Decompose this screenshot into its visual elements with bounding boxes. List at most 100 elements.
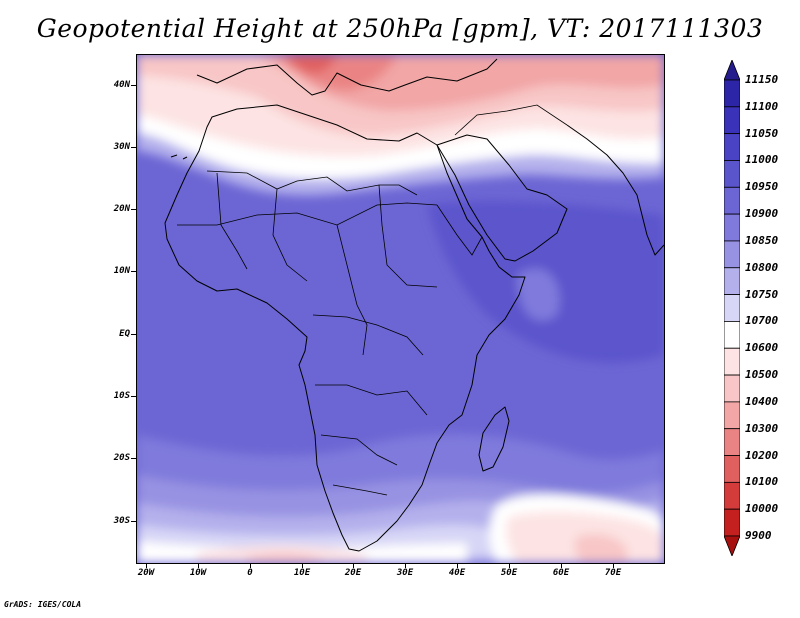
colorbar-label: 10850 — [745, 233, 779, 247]
band-10500-ridge — [574, 534, 627, 563]
colorbar-swatch — [724, 347, 740, 376]
colorbar-label: 10800 — [745, 260, 779, 274]
border-west-africa-1 — [216, 172, 248, 270]
colorbar-swatch — [724, 106, 740, 135]
colorbar-swatch — [724, 213, 740, 242]
colorbar-swatch — [724, 321, 740, 349]
lon-tick — [146, 564, 147, 568]
colorbar-label: 11150 — [745, 73, 779, 86]
lat-label-40n: 40N — [113, 80, 130, 90]
colorbar-swatch — [724, 60, 740, 81]
lon-tick — [405, 564, 406, 568]
colorbar-label: 10300 — [745, 421, 779, 435]
lat-tick — [131, 334, 136, 335]
colorbar-label: 10400 — [745, 394, 779, 408]
map-title: Geopotential Height at 250hPa [gpm], VT:… — [36, 14, 764, 43]
lon-tick — [613, 564, 614, 568]
colorbar-swatch — [724, 401, 740, 430]
colorbar — [724, 60, 740, 556]
lon-label-20e: 20E — [344, 568, 362, 578]
colorbar-swatch — [724, 294, 740, 322]
lat-label-eq: EQ — [119, 329, 130, 339]
country-borders — [177, 104, 568, 496]
band-10200-north — [287, 55, 337, 74]
lon-tick — [198, 564, 199, 568]
colorbar-label: 10600 — [745, 341, 779, 355]
lon-tick — [561, 564, 562, 568]
border-middle-east — [454, 104, 568, 136]
colorbar-swatch — [724, 240, 740, 269]
colorbar-label: 10750 — [745, 287, 779, 301]
band-10500-south — [247, 553, 327, 563]
lat-label-20s: 20S — [113, 453, 130, 463]
border-west-africa-2 — [272, 188, 308, 282]
colorbar-swatch — [724, 133, 740, 161]
coastline-canary — [170, 154, 188, 160]
lon-label-70e: 70E — [604, 568, 622, 578]
coastline-arabia — [436, 134, 568, 262]
colorbar-swatch — [724, 186, 740, 215]
lon-tick — [353, 564, 354, 568]
band-10900-somali — [517, 268, 560, 321]
lat-label-10n: 10N — [113, 266, 130, 276]
colorbar-swatch — [724, 428, 740, 456]
lon-label-40e: 40E — [448, 568, 466, 578]
lon-label-10e: 10E — [293, 568, 311, 578]
lat-tick — [131, 458, 136, 459]
colorbar-swatch — [724, 374, 740, 403]
border-southern-3 — [332, 484, 388, 496]
colorbar-label: 11100 — [745, 99, 779, 113]
coastline-europe — [196, 58, 498, 96]
border-sahel — [177, 202, 438, 226]
colorbar-swatch — [724, 481, 740, 510]
colorbar-label: 10000 — [745, 502, 779, 516]
lat-tick — [131, 396, 136, 397]
border-central — [336, 224, 368, 356]
lat-tick — [131, 147, 136, 148]
border-southern-2 — [320, 434, 398, 466]
colorbar-swatch — [724, 267, 740, 295]
colorbar-label: 10700 — [745, 314, 779, 328]
lon-label-0: 0 — [247, 568, 253, 578]
colorbar-swatch — [724, 508, 740, 537]
lon-label-20w: 20W — [137, 568, 155, 578]
lat-label-30n: 30N — [113, 142, 130, 152]
map-panel — [136, 54, 665, 564]
colorbar-swatch — [724, 455, 740, 483]
lat-tick — [131, 85, 136, 86]
lat-tick — [131, 271, 136, 272]
lon-tick — [302, 564, 303, 568]
colorbar-label: 9900 — [745, 529, 772, 542]
colorbar-swatch — [724, 535, 740, 556]
coastline-india — [566, 124, 664, 256]
border-southern-1 — [315, 384, 428, 416]
coastline-madagascar — [478, 406, 510, 472]
lat-label-20n: 20N — [113, 204, 130, 214]
lon-tick — [457, 564, 458, 568]
lat-tick — [131, 209, 136, 210]
colorbar-label: 10100 — [745, 475, 779, 489]
lon-label-30e: 30E — [396, 568, 414, 578]
lon-label-50e: 50E — [500, 568, 518, 578]
colorbar-label: 10500 — [745, 368, 779, 382]
colorbar-label: 10950 — [745, 180, 779, 194]
lat-label-30s: 30S — [113, 516, 130, 526]
colorbar-label: 11000 — [745, 153, 779, 167]
lat-label-10s: 10S — [113, 391, 130, 401]
colorbar-label: 10900 — [745, 207, 779, 221]
coastlines — [164, 58, 664, 552]
colorbar-label: 10200 — [745, 448, 779, 462]
lat-tick — [131, 521, 136, 522]
border-sudan — [378, 184, 438, 288]
border-ethiopia — [436, 204, 483, 256]
colorbar-swatch — [724, 79, 740, 108]
coastline-africa — [164, 104, 526, 552]
lon-tick — [509, 564, 510, 568]
border-congo — [312, 314, 424, 356]
lon-tick — [250, 564, 251, 568]
colorbar-swatch — [724, 160, 740, 188]
lon-label-10w: 10W — [189, 568, 207, 578]
border-sahara-north — [206, 170, 418, 196]
height-field — [137, 55, 664, 563]
credit-text: GrADS: IGES/COLA — [4, 600, 82, 609]
